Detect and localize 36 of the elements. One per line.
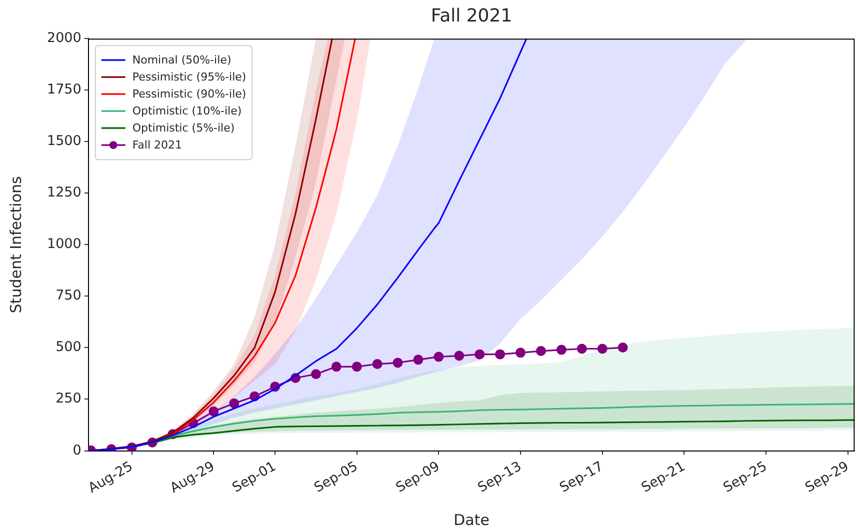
point xyxy=(597,344,608,354)
legend-label: Fall 2021 xyxy=(132,138,182,152)
point xyxy=(331,362,342,372)
point xyxy=(310,369,321,380)
legend-label: Optimistic (5%-ile) xyxy=(132,121,235,134)
legend-label: Pessimistic (95%-ile) xyxy=(132,70,246,84)
y-tick-label: 0 xyxy=(72,442,82,458)
point xyxy=(556,344,566,355)
y-tick-label: 1000 xyxy=(46,236,82,252)
y-tick-label: 250 xyxy=(56,390,82,407)
chart-title: Fall 2021 xyxy=(430,5,512,26)
point xyxy=(618,342,628,353)
y-tick-label: 500 xyxy=(56,339,82,356)
y-tick-label: 1750 xyxy=(46,82,82,98)
legend-label: Pessimistic (90%-ile) xyxy=(132,87,246,100)
point xyxy=(229,398,240,408)
y-tick-label: 1500 xyxy=(46,133,82,150)
point xyxy=(454,350,464,361)
point xyxy=(434,352,444,362)
legend-label: Nominal (50%-ile) xyxy=(132,53,232,66)
point xyxy=(372,359,382,370)
x-axis-title: Date xyxy=(454,510,490,529)
y-axis-title: Student Infections xyxy=(6,176,25,314)
point xyxy=(392,358,403,368)
point xyxy=(536,346,546,356)
legend-label: Optimistic (10%-ile) xyxy=(132,104,242,118)
y-tick-label: 750 xyxy=(56,288,82,304)
point xyxy=(516,348,526,358)
point xyxy=(576,344,587,354)
y-tick-label: 2000 xyxy=(46,30,82,46)
point xyxy=(208,406,219,416)
point xyxy=(474,349,485,360)
point xyxy=(413,354,424,365)
point xyxy=(495,349,506,360)
y-tick-label: 1250 xyxy=(46,184,82,201)
point xyxy=(352,362,362,372)
